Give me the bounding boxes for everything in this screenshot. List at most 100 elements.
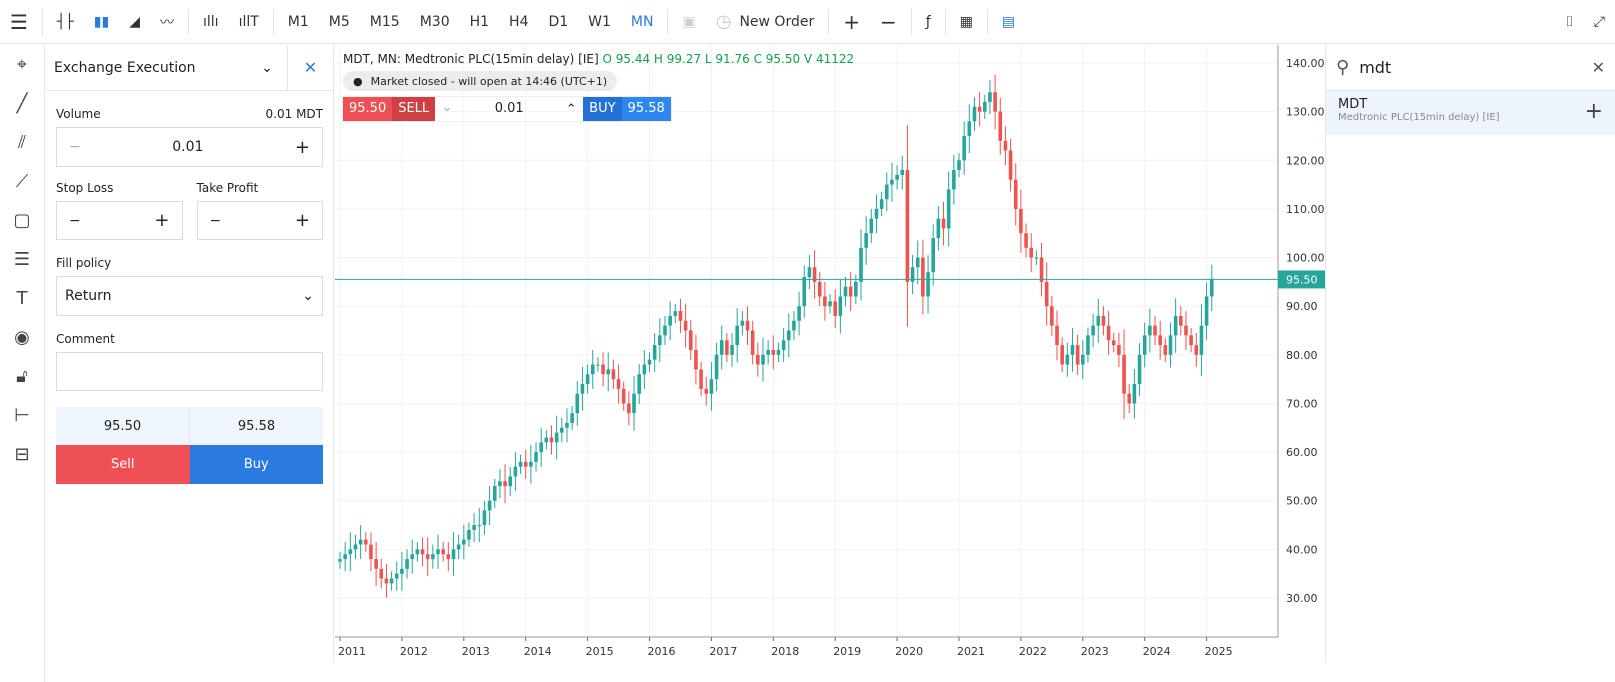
tp-decrease-button[interactable]: − — [209, 212, 222, 229]
candle-body — [1034, 257, 1039, 259]
quick-sell-button[interactable]: 95.50 SELL — [343, 97, 436, 121]
order-panel: Exchange Execution ⌄ ✕ Volume 0.01 MDT − 0… — [46, 44, 334, 662]
candle-body — [828, 301, 832, 307]
sl-increase-button[interactable]: + — [154, 210, 170, 231]
candle-body — [833, 301, 837, 316]
one-click-trading: 95.50 SELL ⌄ 0.01 ⌃ BUY 95.58 — [343, 97, 671, 121]
y-tick-label: 80.00 — [1286, 349, 1318, 362]
search-input[interactable]: mdt — [1359, 58, 1392, 77]
candle-body — [921, 257, 925, 297]
timeframe-m30[interactable]: M30 — [419, 13, 450, 30]
candle-body — [1142, 335, 1147, 355]
candle-body — [792, 320, 796, 331]
order-panel-icon[interactable]: ▤ — [1001, 13, 1016, 30]
layers-icon[interactable]: ⊟ — [14, 444, 30, 465]
tp-increase-button[interactable]: + — [294, 210, 310, 231]
candle-body — [1096, 315, 1101, 326]
volume-info: 0.01 MDT — [265, 107, 323, 121]
timeframe-m15[interactable]: M15 — [369, 13, 400, 30]
candlestick-chart-icon[interactable]: ▮▮ — [93, 13, 110, 30]
lot-input[interactable]: 0.01 — [494, 101, 524, 116]
price-chart[interactable]: 30.00 40.00 50.00 60.00 70.00 80.00 90.00 100.0… — [335, 45, 1325, 662]
x-tick-label: 2020 — [895, 645, 923, 658]
lock-icon[interactable]: 🔓︎ — [16, 366, 28, 387]
volume-label: Volume — [56, 107, 101, 121]
x-tick-label: 2017 — [709, 645, 737, 658]
fullscreen-icon[interactable]: ⤢ — [1593, 13, 1605, 30]
candle-body — [776, 349, 781, 355]
shape-tool-icon[interactable]: ▢ — [13, 210, 31, 231]
timeframe-m5[interactable]: M5 — [328, 13, 350, 30]
screenshot-icon[interactable]: ⌷ — [1565, 13, 1574, 30]
fill-policy-select[interactable]: Return ⌄ — [56, 276, 323, 316]
polyline-tool-icon[interactable]: ⟋ — [15, 171, 29, 192]
fibonacci-tool-icon[interactable]: ☰ — [13, 249, 31, 270]
bid-price: 95.50 — [56, 407, 190, 445]
candle-body — [1055, 325, 1059, 346]
object-tree-icon[interactable]: ⊢ — [14, 405, 30, 426]
channel-tool-icon[interactable]: ⫽ — [17, 132, 27, 153]
candle-body — [544, 437, 549, 443]
zoom-in-button[interactable]: + — [843, 9, 860, 34]
candle-body — [1019, 208, 1023, 234]
eye-icon[interactable]: ◉ — [14, 327, 30, 348]
candle-body — [905, 170, 910, 282]
volume-icon[interactable]: ıllı — [203, 13, 219, 30]
chart-canvas[interactable]: 30.00 40.00 50.00 60.00 70.00 80.00 90.00 100.0… — [335, 45, 1325, 662]
close-icon[interactable]: ✕ — [287, 44, 333, 91]
crosshair-icon[interactable]: ⌖ — [16, 54, 28, 75]
bar-chart-icon[interactable]: ┤├ — [56, 13, 74, 30]
current-price-label-bg — [1278, 270, 1325, 289]
candle-body — [1013, 179, 1018, 209]
lot-increase-icon[interactable]: ⌃ — [565, 102, 577, 117]
comment-input[interactable] — [56, 352, 323, 391]
take-profit-stepper[interactable]: − + — [196, 201, 323, 240]
buy-button[interactable]: Buy — [189, 445, 323, 484]
candle-body — [1163, 345, 1168, 355]
lot-decrease-icon[interactable]: ⌄ — [441, 100, 453, 115]
add-symbol-icon[interactable]: + — [1584, 99, 1603, 124]
candle-body — [1086, 335, 1090, 355]
timeframe-h1[interactable]: H1 — [469, 13, 490, 30]
volume-stepper[interactable]: − 0.01 + — [56, 127, 323, 167]
candle-body — [864, 233, 868, 248]
volume-increase-button[interactable]: + — [294, 136, 310, 158]
candle-body — [384, 578, 389, 584]
timeframe-h4[interactable]: H4 — [509, 13, 529, 30]
quick-buy-button[interactable]: BUY 95.58 — [583, 97, 671, 121]
search-result-item[interactable]: MDT Medtronic PLC(15min delay) [IE] + — [1326, 91, 1615, 135]
candle-body — [1184, 325, 1188, 336]
line-tool-icon[interactable]: ╱ — [16, 93, 28, 114]
one-click-icon[interactable]: ▣ — [682, 13, 696, 30]
volume-decrease-button[interactable]: − — [69, 139, 81, 155]
menu-button[interactable]: ☰ — [10, 9, 28, 34]
new-order-button[interactable]: ◷ New Order — [715, 11, 815, 32]
stop-loss-stepper[interactable]: − + — [56, 201, 183, 240]
y-tick-label: 120.00 — [1286, 154, 1325, 167]
chevron-down-icon[interactable]: ⌄ — [261, 59, 273, 76]
text-tool-icon[interactable]: T — [16, 288, 28, 309]
timeframe-d1[interactable]: D1 — [548, 13, 569, 30]
candle-body — [627, 403, 631, 414]
calendar-icon[interactable]: ▦ — [959, 13, 973, 30]
line-chart-icon[interactable]: 〰 — [160, 14, 174, 31]
area-chart-icon[interactable]: ◢ — [129, 13, 140, 30]
candle-body — [1060, 345, 1064, 365]
volume-input[interactable]: 0.01 — [172, 139, 204, 155]
timeframe-m1[interactable]: M1 — [287, 13, 309, 30]
candle-body — [585, 374, 590, 384]
sl-decrease-button[interactable]: − — [69, 212, 81, 229]
timeframe-mn[interactable]: MN — [630, 13, 654, 30]
stop-loss-label: Stop Loss — [56, 181, 114, 195]
candle-body — [487, 500, 492, 511]
zoom-out-button[interactable]: − — [879, 9, 897, 34]
y-tick-label: 40.00 — [1286, 543, 1318, 556]
candle-body — [673, 311, 678, 316]
timeframe-w1[interactable]: W1 — [588, 13, 611, 30]
indicators-icon[interactable]: ƒ — [925, 13, 931, 30]
divider — [667, 8, 669, 35]
tick-volume-icon[interactable]: ıllT — [238, 13, 259, 30]
sell-button[interactable]: Sell — [56, 445, 190, 484]
clear-search-icon[interactable]: ✕ — [1591, 58, 1605, 77]
candle-body — [415, 549, 420, 555]
